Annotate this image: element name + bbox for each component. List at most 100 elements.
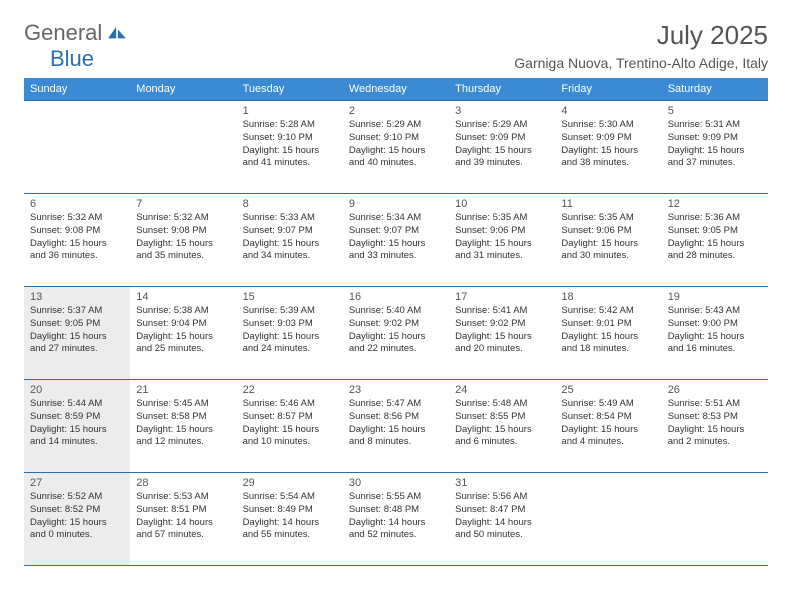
calendar-body: 1Sunrise: 5:28 AMSunset: 9:10 PMDaylight… [24,101,768,566]
day-details: Sunrise: 5:42 AMSunset: 9:01 PMDaylight:… [561,305,655,356]
day-number: 20 [30,384,124,396]
day-details: Sunrise: 5:41 AMSunset: 9:02 PMDaylight:… [455,305,549,356]
calendar-week: 1Sunrise: 5:28 AMSunset: 9:10 PMDaylight… [24,101,768,194]
calendar-cell [662,473,768,566]
day-details: Sunrise: 5:32 AMSunset: 9:08 PMDaylight:… [30,212,124,263]
calendar-cell: 13 Sunrise: 5:37 AMSunset: 9:05 PMDayligh… [24,287,130,380]
day-number: 6 [30,198,124,210]
day-number: 26 [668,384,762,396]
day-number: 29 [243,477,337,489]
day-details: Sunrise: 5:38 AMSunset: 9:04 PMDaylight:… [136,305,230,356]
calendar-cell: 22 Sunrise: 5:46 AMSunset: 8:57 PMDayligh… [237,380,343,473]
day-number: 7 [136,198,230,210]
day-number: 23 [349,384,443,396]
calendar-table: SundayMondayTuesdayWednesdayThursdayFrid… [24,78,768,566]
calendar-week: 6 Sunrise: 5:32 AMSunset: 9:08 PMDaylight… [24,194,768,287]
day-details: Sunrise: 5:55 AMSunset: 8:48 PMDaylight:… [349,491,443,542]
calendar-cell: 12Sunrise: 5:36 AMSunset: 9:05 PMDayligh… [662,194,768,287]
calendar-cell: 17 Sunrise: 5:41 AMSunset: 9:02 PMDayligh… [449,287,555,380]
location-text: Garniga Nuova, Trentino-Alto Adige, Ital… [514,55,768,71]
calendar-cell: 31Sunrise: 5:56 AMSunset: 8:47 PMDayligh… [449,473,555,566]
day-details: Sunrise: 5:30 AMSunset: 9:09 PMDaylight:… [561,119,655,170]
page-title: July 2025 [514,20,768,51]
brand-logo: General Blue [24,20,126,72]
calendar-cell: 10 Sunrise: 5:35 AMSunset: 9:06 PMDayligh… [449,194,555,287]
day-details: Sunrise: 5:40 AMSunset: 9:02 PMDaylight:… [349,305,443,356]
calendar-head: SundayMondayTuesdayWednesdayThursdayFrid… [24,78,768,101]
title-block: July 2025 Garniga Nuova, Trentino-Alto A… [514,20,768,71]
day-details: Sunrise: 5:35 AMSunset: 9:06 PMDaylight:… [455,212,549,263]
day-number: 5 [668,105,762,117]
day-details: Sunrise: 5:34 AMSunset: 9:07 PMDaylight:… [349,212,443,263]
day-header-row: SundayMondayTuesdayWednesdayThursdayFrid… [24,78,768,101]
day-number: 18 [561,291,655,303]
day-header: Saturday [662,78,768,101]
day-number: 16 [349,291,443,303]
calendar-cell: 15 Sunrise: 5:39 AMSunset: 9:03 PMDayligh… [237,287,343,380]
day-details: Sunrise: 5:29 AMSunset: 9:09 PMDaylight:… [455,119,549,170]
calendar-cell: 28 Sunrise: 5:53 AMSunset: 8:51 PMDayligh… [130,473,236,566]
calendar-cell: 26 Sunrise: 5:51 AMSunset: 8:53 PMDayligh… [662,380,768,473]
day-header: Friday [555,78,661,101]
brand-part2: Blue [50,46,94,71]
header: General Blue July 2025 Garniga Nuova, Tr… [24,20,768,72]
day-details: Sunrise: 5:33 AMSunset: 9:07 PMDaylight:… [243,212,337,263]
day-number: 12 [668,198,762,210]
day-number: 19 [668,291,762,303]
day-number: 28 [136,477,230,489]
day-number: 22 [243,384,337,396]
day-details: Sunrise: 5:48 AMSunset: 8:55 PMDaylight:… [455,398,549,449]
day-number: 30 [349,477,443,489]
day-details: Sunrise: 5:52 AMSunset: 8:52 PMDaylight:… [30,491,124,542]
calendar-cell: 19Sunrise: 5:43 AMSunset: 9:00 PMDayligh… [662,287,768,380]
day-details: Sunrise: 5:28 AMSunset: 9:10 PMDaylight:… [243,119,337,170]
calendar-cell: 4 Sunrise: 5:30 AMSunset: 9:09 PMDaylight… [555,101,661,194]
day-number: 24 [455,384,549,396]
day-number: 15 [243,291,337,303]
calendar-cell: 8 Sunrise: 5:33 AMSunset: 9:07 PMDaylight… [237,194,343,287]
day-number: 3 [455,105,549,117]
calendar-cell [555,473,661,566]
day-number: 25 [561,384,655,396]
calendar-cell: 9 Sunrise: 5:34 AMSunset: 9:07 PMDaylight… [343,194,449,287]
calendar-cell: 16 Sunrise: 5:40 AMSunset: 9:02 PMDayligh… [343,287,449,380]
calendar-week: 20Sunrise: 5:44 AMSunset: 8:59 PMDayligh… [24,380,768,473]
day-details: Sunrise: 5:46 AMSunset: 8:57 PMDaylight:… [243,398,337,449]
day-header: Monday [130,78,236,101]
calendar-cell [24,101,130,194]
day-number: 9 [349,198,443,210]
calendar-cell: 27Sunrise: 5:52 AMSunset: 8:52 PMDayligh… [24,473,130,566]
day-details: Sunrise: 5:39 AMSunset: 9:03 PMDaylight:… [243,305,337,356]
day-number: 14 [136,291,230,303]
calendar-cell: 1Sunrise: 5:28 AMSunset: 9:10 PMDaylight… [237,101,343,194]
day-details: Sunrise: 5:54 AMSunset: 8:49 PMDaylight:… [243,491,337,542]
calendar-cell: 3 Sunrise: 5:29 AMSunset: 9:09 PMDaylight… [449,101,555,194]
calendar-cell: 21Sunrise: 5:45 AMSunset: 8:58 PMDayligh… [130,380,236,473]
day-details: Sunrise: 5:51 AMSunset: 8:53 PMDaylight:… [668,398,762,449]
day-number: 8 [243,198,337,210]
brand-text: General Blue [24,20,126,72]
day-header: Sunday [24,78,130,101]
calendar-cell: 20Sunrise: 5:44 AMSunset: 8:59 PMDayligh… [24,380,130,473]
day-number: 17 [455,291,549,303]
calendar-cell: 23 Sunrise: 5:47 AMSunset: 8:56 PMDayligh… [343,380,449,473]
calendar-cell: 24 Sunrise: 5:48 AMSunset: 8:55 PMDayligh… [449,380,555,473]
calendar-week: 27Sunrise: 5:52 AMSunset: 8:52 PMDayligh… [24,473,768,566]
calendar-cell: 5Sunrise: 5:31 AMSunset: 9:09 PMDaylight… [662,101,768,194]
day-number: 2 [349,105,443,117]
day-details: Sunrise: 5:53 AMSunset: 8:51 PMDaylight:… [136,491,230,542]
calendar-cell: 14 Sunrise: 5:38 AMSunset: 9:04 PMDayligh… [130,287,236,380]
day-header: Thursday [449,78,555,101]
calendar-cell: 6 Sunrise: 5:32 AMSunset: 9:08 PMDaylight… [24,194,130,287]
day-number: 4 [561,105,655,117]
day-number: 13 [30,291,124,303]
day-details: Sunrise: 5:47 AMSunset: 8:56 PMDaylight:… [349,398,443,449]
day-number: 11 [561,198,655,210]
calendar-cell: 2Sunrise: 5:29 AMSunset: 9:10 PMDaylight… [343,101,449,194]
calendar-cell: 29 Sunrise: 5:54 AMSunset: 8:49 PMDayligh… [237,473,343,566]
calendar-cell [130,101,236,194]
day-details: Sunrise: 5:37 AMSunset: 9:05 PMDaylight:… [30,305,124,356]
brand-part1: General [24,20,102,45]
day-header: Tuesday [237,78,343,101]
day-number: 10 [455,198,549,210]
